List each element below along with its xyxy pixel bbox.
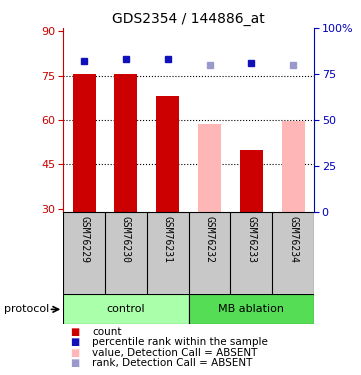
Text: GSM76229: GSM76229 — [79, 216, 89, 263]
Bar — [188, 294, 314, 324]
Text: ■: ■ — [70, 348, 80, 358]
Text: GSM76230: GSM76230 — [121, 216, 131, 263]
Text: ■: ■ — [70, 338, 80, 347]
Text: MB ablation: MB ablation — [218, 304, 284, 314]
Text: count: count — [92, 327, 122, 337]
Bar — [282, 122, 305, 212]
Text: value, Detection Call = ABSENT: value, Detection Call = ABSENT — [92, 348, 257, 358]
Text: rank, Detection Call = ABSENT: rank, Detection Call = ABSENT — [92, 358, 252, 368]
Text: GSM76233: GSM76233 — [246, 216, 256, 263]
Bar — [63, 294, 188, 324]
Text: ■: ■ — [70, 358, 80, 368]
Title: GDS2354 / 144886_at: GDS2354 / 144886_at — [112, 12, 265, 26]
Text: ■: ■ — [70, 327, 80, 337]
Bar — [156, 96, 179, 212]
Bar — [73, 74, 96, 212]
Text: protocol: protocol — [4, 304, 49, 314]
Text: GSM76234: GSM76234 — [288, 216, 298, 263]
Text: GSM76231: GSM76231 — [163, 216, 173, 263]
Text: control: control — [106, 304, 145, 314]
Bar — [240, 150, 263, 212]
Text: GSM76232: GSM76232 — [205, 216, 214, 263]
Bar — [114, 74, 138, 212]
Bar — [198, 124, 221, 212]
Text: percentile rank within the sample: percentile rank within the sample — [92, 338, 268, 347]
